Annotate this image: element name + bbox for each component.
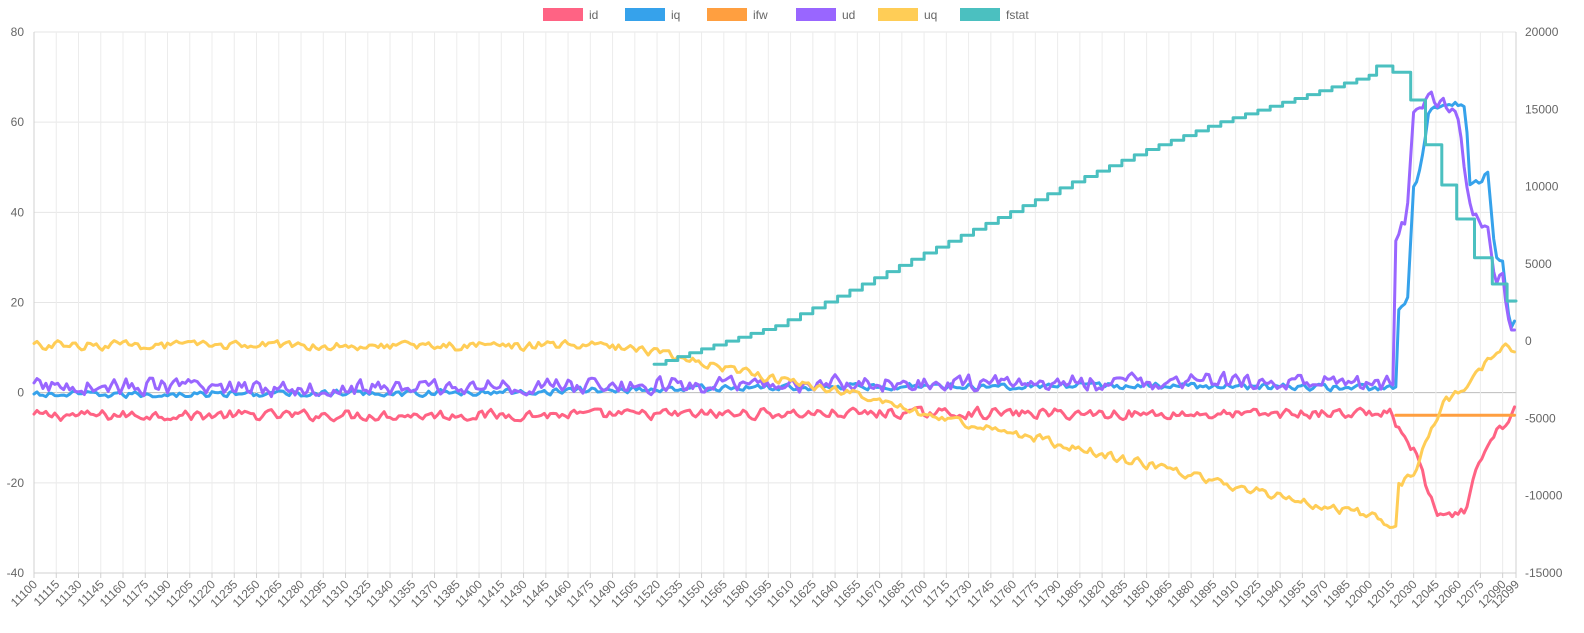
legend-swatch [960, 8, 1000, 21]
legend-item-id[interactable]: id [543, 8, 598, 22]
y-right-tick-label: 20000 [1525, 25, 1559, 39]
y-left-tick-label: 60 [11, 115, 25, 129]
y-right-tick-label: 10000 [1525, 180, 1559, 194]
y-left-tick-label: 80 [11, 25, 25, 39]
legend-label: id [589, 8, 598, 22]
legend-label: iq [671, 8, 680, 22]
grid [33, 31, 1517, 574]
series-line-iq [32, 100, 1516, 399]
right-y-axis: -15000 -10000 -5000 0 5000 10000 15000 20000 [1515, 25, 1563, 580]
legend-item-ud[interactable]: ud [796, 8, 855, 22]
legend-swatch [878, 8, 918, 21]
y-left-tick-label: 0 [17, 386, 24, 400]
y-left-tick-label: 40 [11, 205, 25, 219]
y-left-tick-label: -20 [7, 476, 25, 490]
y-right-tick-label: -5000 [1525, 411, 1556, 425]
series-line-id [32, 405, 1516, 519]
legend-swatch [543, 8, 583, 21]
y-right-tick-label: 0 [1525, 334, 1532, 348]
left-y-axis: -40 -20 0 20 40 60 80 [7, 25, 35, 580]
legend-label: uq [924, 8, 937, 22]
legend: id iq ifw ud uq fstat [543, 8, 1029, 22]
legend-swatch [796, 8, 836, 21]
legend-swatch [625, 8, 665, 21]
series-line-uq [32, 339, 1516, 529]
legend-item-fstat[interactable]: fstat [960, 8, 1029, 22]
series-line-ud [32, 90, 1516, 399]
y-right-tick-label: 15000 [1525, 102, 1559, 116]
legend-swatch [707, 8, 747, 21]
legend-label: fstat [1006, 8, 1029, 22]
y-left-tick-label: 20 [11, 296, 25, 310]
series-lines [32, 64, 1518, 529]
y-right-tick-label: -10000 [1525, 489, 1563, 503]
series-line-fstat [652, 64, 1518, 366]
legend-label: ud [842, 8, 855, 22]
y-right-tick-label: 5000 [1525, 257, 1552, 271]
y-left-tick-label: -40 [7, 566, 25, 580]
legend-item-iq[interactable]: iq [625, 8, 680, 22]
y-right-tick-label: -15000 [1525, 566, 1563, 580]
legend-label: ifw [753, 8, 768, 22]
legend-item-ifw[interactable]: ifw [707, 8, 768, 22]
legend-item-uq[interactable]: uq [878, 8, 937, 22]
x-axis: 1110011115111301114511160111751119011205… [8, 572, 1522, 611]
